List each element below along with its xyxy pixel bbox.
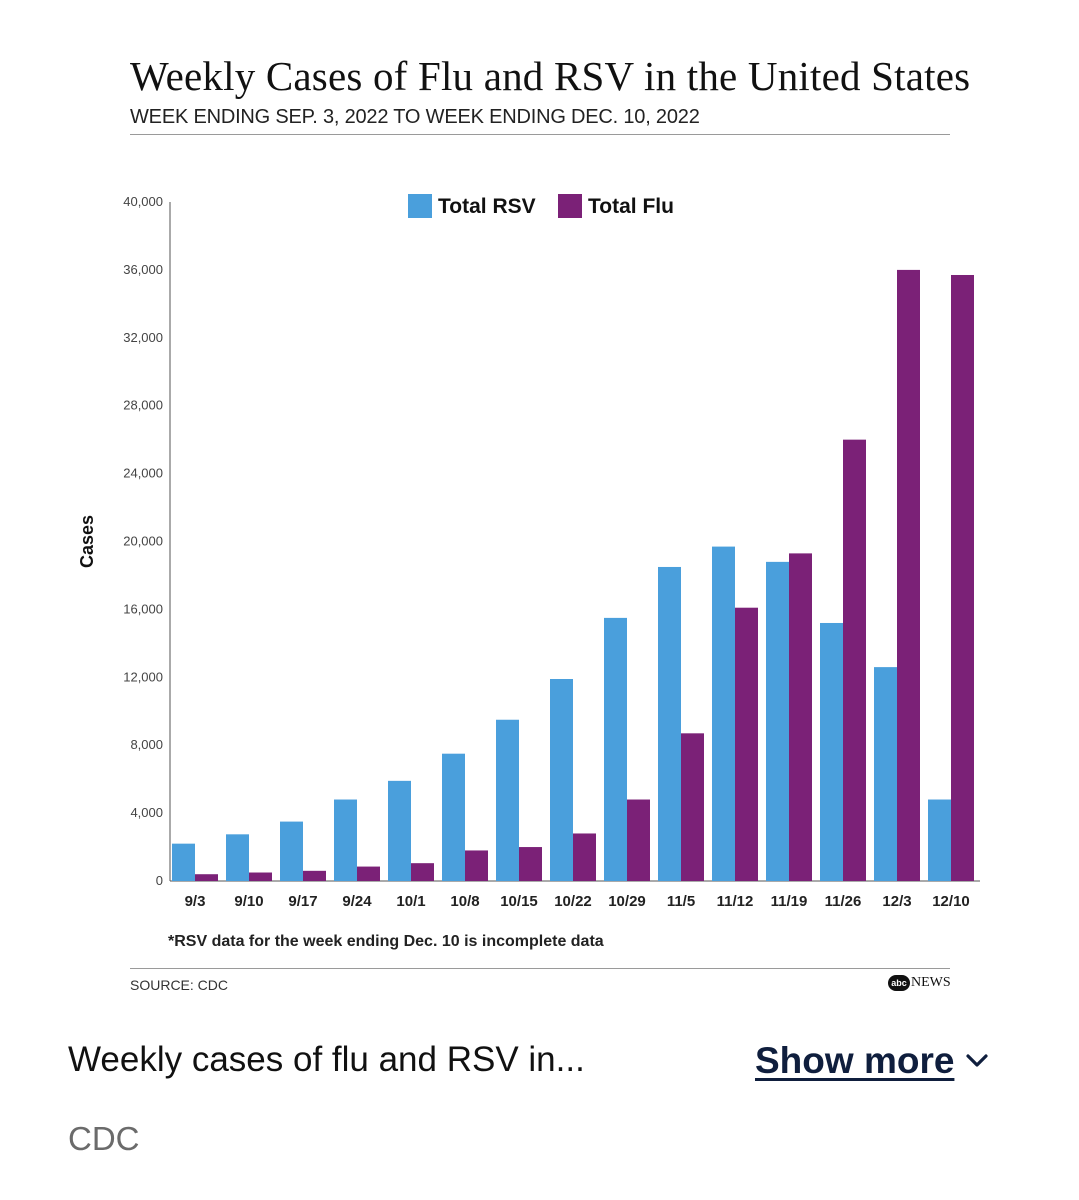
- bar-flu-10-1: [411, 863, 434, 881]
- chart-subtitle: WEEK ENDING SEP. 3, 2022 TO WEEK ENDING …: [130, 106, 700, 128]
- bar-rsv-9-17: [280, 821, 303, 881]
- y-tick-label: 32,000: [123, 330, 163, 345]
- bar-rsv-10-29: [604, 617, 627, 881]
- bar-flu-12-10: [951, 274, 974, 881]
- chart-source: SOURCE: CDC: [130, 977, 229, 993]
- abc-news-logo: abc NEWS: [888, 975, 951, 991]
- source-divider: [130, 968, 950, 969]
- bar-rsv-11-26: [820, 622, 843, 881]
- bar-rsv-10-1: [388, 780, 411, 881]
- bar-rsv-10-8: [442, 753, 465, 881]
- bar-flu-9-10: [249, 872, 272, 881]
- y-tick-label: 20,000: [123, 534, 163, 549]
- y-tick-label: 12,000: [123, 669, 163, 684]
- y-axis-title: Cases: [77, 515, 97, 568]
- bar-flu-11-5: [681, 733, 704, 881]
- y-tick-label: 8,000: [130, 737, 163, 752]
- chart-footnote: *RSV data for the week ending Dec. 10 is…: [168, 933, 604, 950]
- legend-label: Total Flu: [588, 195, 674, 218]
- bar-rsv-12-3: [874, 667, 897, 881]
- legend-swatch-rsv: [408, 194, 432, 218]
- bar-rsv-10-15: [496, 719, 519, 881]
- bar-rsv-11-5: [658, 566, 681, 881]
- legend-label: Total RSV: [438, 195, 536, 218]
- bar-chart: 0 4,000 8,000 12,000 16,000 20,000 24,000 28,00…: [77, 194, 980, 910]
- x-tick-label: 10/15: [500, 893, 538, 910]
- y-tick-label: 28,000: [123, 398, 163, 413]
- x-tick-label: 10/29: [608, 893, 646, 910]
- x-tick-label: 11/5: [667, 893, 695, 910]
- y-tick-label: 36,000: [123, 262, 163, 277]
- y-tick-label: 40,000: [123, 194, 163, 209]
- x-tick-label: 12/10: [932, 893, 970, 910]
- bar-flu-12-3: [897, 269, 920, 881]
- x-tick-label: 10/22: [554, 893, 592, 910]
- image-caption: Weekly cases of flu and RSV in...: [68, 1040, 585, 1079]
- x-tick-label: 9/3: [185, 893, 206, 910]
- y-tick-label: 0: [156, 873, 163, 888]
- x-tick-label: 10/1: [396, 893, 425, 910]
- bar-flu-9-24: [357, 866, 380, 881]
- bar-flu-11-12: [735, 607, 758, 881]
- bar-rsv-12-10: [928, 799, 951, 881]
- x-tick-label: 9/24: [342, 893, 372, 910]
- y-tick-label: 4,000: [130, 805, 163, 820]
- y-tick-label: 24,000: [123, 466, 163, 481]
- bar-rsv-9-3: [172, 843, 195, 881]
- bar-rsv-11-12: [712, 546, 735, 881]
- show-more-label: Show more: [755, 1040, 955, 1081]
- bar-flu-11-19: [789, 553, 812, 881]
- x-tick-label: 10/8: [450, 893, 479, 910]
- bar-rsv-11-19: [766, 561, 789, 881]
- chart-title: Weekly Cases of Flu and RSV in the Unite…: [130, 53, 971, 99]
- show-more-button[interactable]: Show more: [755, 1040, 989, 1082]
- legend-swatch-flu: [558, 194, 582, 218]
- bar-rsv-10-22: [550, 678, 573, 881]
- bar-rsv-9-24: [334, 799, 357, 881]
- bar-rsv-9-10: [226, 834, 249, 881]
- bar-flu-11-26: [843, 439, 866, 881]
- x-tick-label: 11/26: [825, 893, 862, 910]
- x-tick-label: 9/10: [234, 893, 263, 910]
- bar-flu-10-8: [465, 850, 488, 881]
- logo-circle: abc: [888, 975, 910, 991]
- title-divider: [130, 134, 950, 135]
- bar-flu-10-22: [573, 833, 596, 881]
- bar-flu-9-3: [195, 874, 218, 881]
- bar-flu-10-29: [627, 799, 650, 881]
- x-tick-label: 11/12: [717, 893, 754, 910]
- x-tick-label: 11/19: [771, 893, 808, 910]
- bar-flu-10-15: [519, 847, 542, 881]
- image-credit: CDC: [68, 1120, 140, 1157]
- logo-text: NEWS: [911, 975, 951, 990]
- bar-flu-9-17: [303, 870, 326, 881]
- x-tick-label: 12/3: [882, 893, 911, 910]
- y-tick-label: 16,000: [123, 601, 163, 616]
- chevron-down-icon: [966, 1054, 989, 1067]
- x-tick-label: 9/17: [288, 893, 317, 910]
